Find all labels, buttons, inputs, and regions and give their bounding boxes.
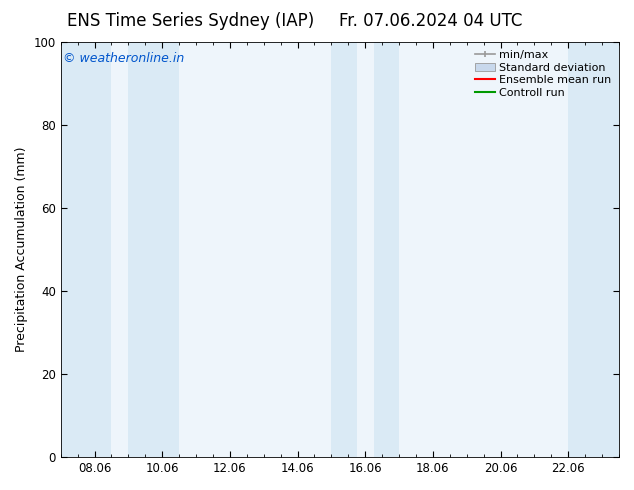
Bar [373,42,399,457]
Bar [128,42,179,457]
Bar [332,42,357,457]
Y-axis label: Precipitation Accumulation (mm): Precipitation Accumulation (mm) [15,147,28,352]
Text: Fr. 07.06.2024 04 UTC: Fr. 07.06.2024 04 UTC [339,12,523,30]
Bar [61,42,112,457]
Legend: min/max, Standard deviation, Ensemble mean run, Controll run: min/max, Standard deviation, Ensemble me… [470,46,616,102]
Text: ENS Time Series Sydney (IAP): ENS Time Series Sydney (IAP) [67,12,314,30]
Bar [568,42,619,457]
Text: © weatheronline.in: © weatheronline.in [63,52,184,66]
